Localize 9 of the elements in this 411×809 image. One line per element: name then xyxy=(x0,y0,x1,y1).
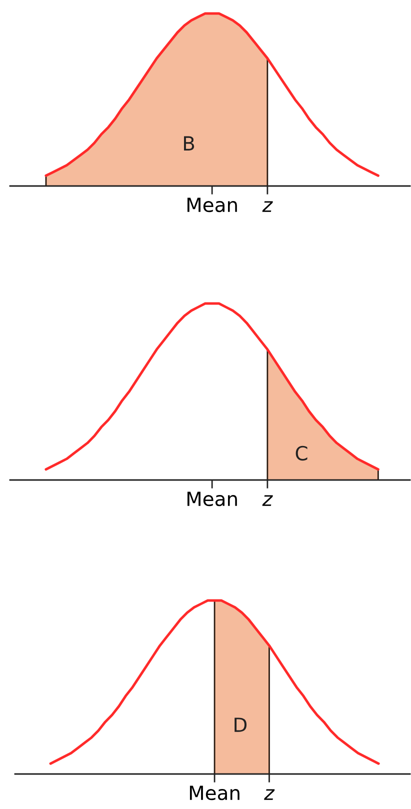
annotation: C xyxy=(296,446,308,461)
x-tick-label: Mean xyxy=(187,492,237,506)
annotation: B xyxy=(184,136,194,150)
x-tick-label: Mean xyxy=(190,786,240,800)
x-tick-label: z xyxy=(264,789,275,800)
x-tick-label: Mean xyxy=(187,198,237,212)
annotation: D xyxy=(234,718,247,732)
x-tick-label: z xyxy=(262,201,273,212)
x-tick-label: z xyxy=(262,495,273,506)
